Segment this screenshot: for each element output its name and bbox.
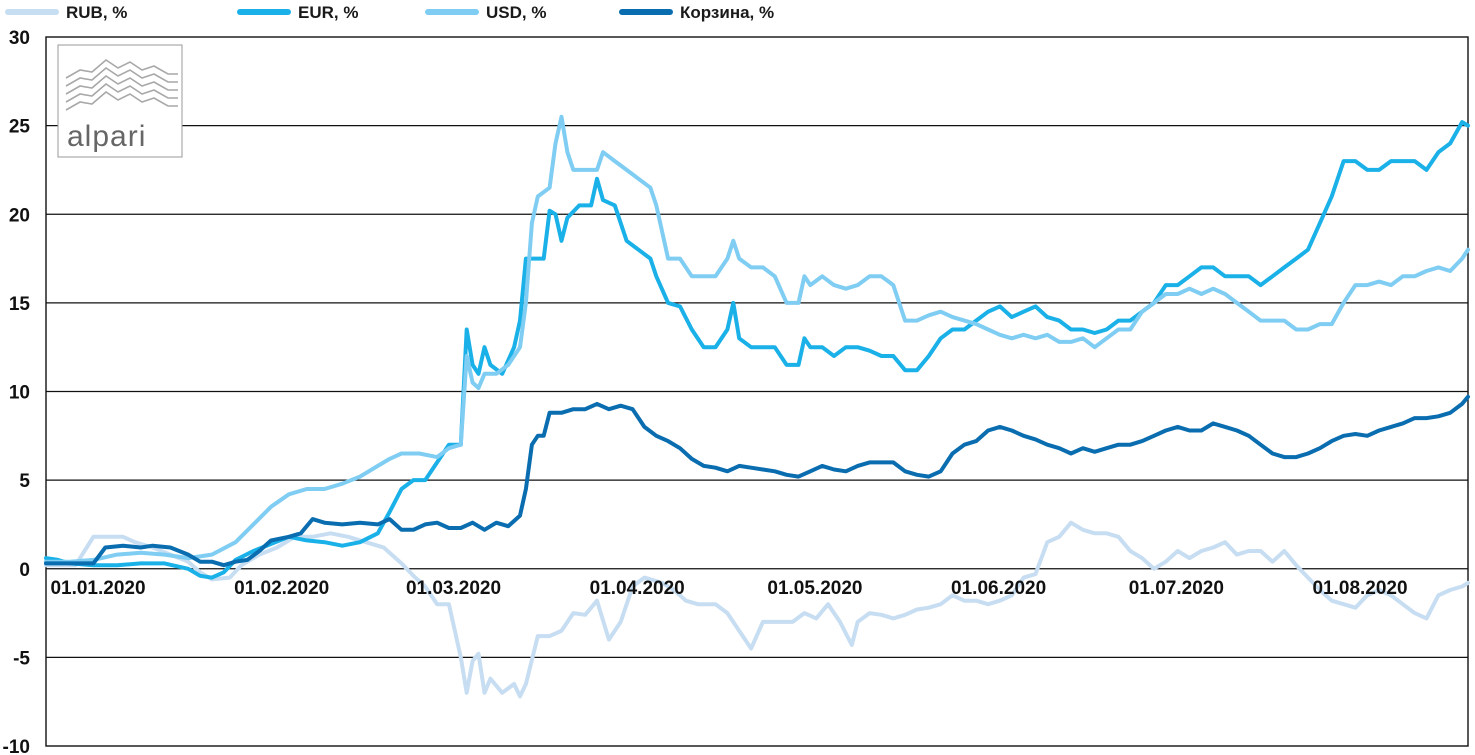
alpari-logo: alpari: [57, 44, 183, 158]
x-tick-label: 01.02.2020: [234, 578, 329, 599]
chart-series: [44, 114, 1470, 699]
legend-label: Корзина, %: [680, 3, 774, 22]
y-tick-label: 5: [19, 471, 30, 492]
x-tick-label: 01.05.2020: [767, 578, 862, 599]
plot-frame: [45, 36, 1469, 747]
legend-label: EUR, %: [298, 3, 358, 22]
y-tick-label: -5: [13, 648, 30, 669]
x-tick-label: 01.01.2020: [50, 578, 145, 599]
y-tick-label: 15: [9, 294, 31, 315]
series-line-0: [44, 520, 1470, 699]
y-tick-label: 0: [19, 560, 30, 581]
x-tick-label: 01.03.2020: [406, 578, 501, 599]
y-tick-label: -10: [3, 737, 30, 755]
y-tick-label: 20: [9, 205, 30, 226]
y-axis-ticks: 30 25 20 15 10 5 0 -5 -10: [3, 28, 31, 755]
chart-gridlines: [46, 125, 1468, 658]
series-line-2: [44, 114, 1470, 564]
chart-legend: RUB, % EUR, % USD, % Корзина, %: [5, 3, 774, 22]
x-tick-label: 01.06.2020: [951, 578, 1046, 599]
y-tick-label: 25: [9, 117, 31, 138]
x-tick-label: 01.04.2020: [590, 578, 685, 599]
x-tick-label: 01.08.2020: [1312, 578, 1407, 599]
series-line-1: [44, 120, 1470, 580]
legend-label: RUB, %: [66, 3, 127, 22]
x-axis-ticks: 01.01.2020 01.02.2020 01.03.2020 01.04.2020…: [50, 578, 1407, 599]
mountain-waves-icon: [65, 58, 178, 111]
logo-box: [57, 44, 183, 158]
y-tick-label: 10: [9, 383, 30, 404]
legend-label: USD, %: [486, 3, 546, 22]
logo-text: alpari: [67, 120, 146, 153]
y-tick-label: 30: [9, 28, 30, 49]
series-line-3: [44, 394, 1470, 568]
x-tick-label: 01.07.2020: [1129, 578, 1224, 599]
